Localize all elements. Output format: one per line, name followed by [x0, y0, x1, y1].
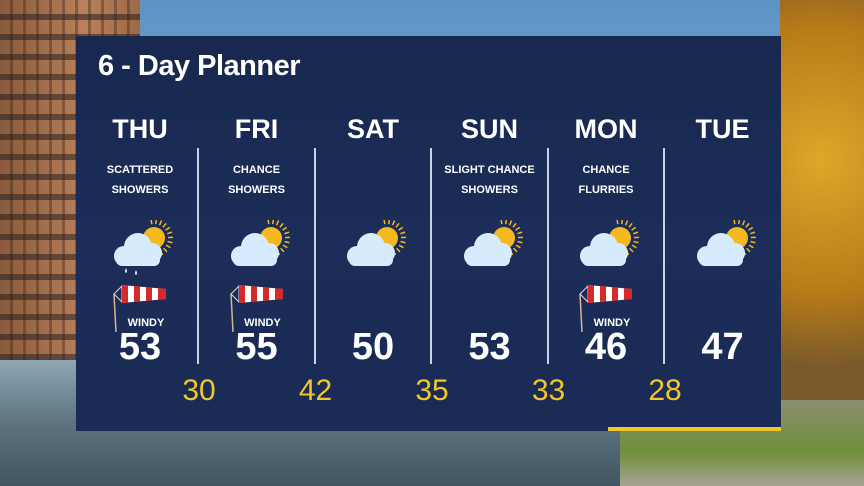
partly-cloudy-icon [691, 219, 757, 276]
accent-bar [608, 427, 781, 431]
day-column-sat: SAT 50 [315, 36, 431, 431]
column-divider [197, 148, 199, 364]
day-name: SAT [347, 114, 399, 144]
forecast-description: SLIGHT CHANCE SHOWERS [444, 164, 535, 196]
partly-cloudy-icon [341, 219, 407, 276]
day-column-thu: THU SCATTERED SHOWERS WINDY 53 [82, 36, 198, 431]
partly-cloudy-icon [574, 219, 640, 276]
forecast-description: CHANCE SHOWERS [228, 164, 285, 196]
partly-cloudy-icon [458, 219, 524, 276]
windsock-icon [227, 282, 289, 333]
day-name: TUE [695, 114, 750, 144]
forecast-description: SCATTERED SHOWERS [106, 164, 174, 196]
low-temperature: 33 [531, 374, 566, 407]
page-title: 6 - Day Planner [98, 50, 301, 82]
low-temperature: 28 [648, 374, 682, 407]
day-column-tue: TUE 47 [665, 36, 781, 431]
high-temperature: 53 [118, 326, 162, 368]
low-temperature: 42 [298, 374, 333, 407]
windy-label: WINDY [244, 317, 281, 329]
column-divider [430, 148, 432, 364]
background-tree [780, 0, 864, 400]
day-column-sun: SUN SLIGHT CHANCE SHOWERS 53 [432, 36, 548, 431]
day-name: MON [574, 114, 638, 144]
high-temperature: 53 [468, 326, 511, 368]
windy-label: WINDY [593, 317, 631, 329]
windsock-icon [110, 282, 172, 333]
high-temperature: 55 [235, 326, 278, 368]
forecast-panel: 6 - Day Planner THU SCATTERED SHOWERS WIN… [76, 36, 781, 431]
day-name: THU [112, 114, 168, 144]
partly-cloudy-icon [225, 219, 291, 276]
partly-cloudy-rain-icon [108, 219, 174, 276]
forecast-description: CHANCE FLURRIES [578, 164, 634, 196]
day-name: SUN [460, 114, 518, 144]
high-temperature: 46 [584, 326, 628, 368]
column-divider [663, 148, 665, 364]
windy-label: WINDY [127, 317, 165, 329]
low-temperature: 30 [182, 374, 216, 407]
day-column-fri: FRI CHANCE SHOWERS WINDY 55 [199, 36, 315, 431]
day-column-mon: MON CHANCE FLURRIES WINDY 46 [548, 36, 664, 431]
high-temperature: 50 [351, 326, 395, 368]
windsock-icon [576, 282, 638, 333]
column-divider [313, 148, 316, 364]
high-temperature: 47 [701, 326, 744, 368]
day-name: FRI [234, 114, 279, 144]
low-temperature: 35 [415, 374, 449, 407]
column-divider [546, 148, 549, 364]
